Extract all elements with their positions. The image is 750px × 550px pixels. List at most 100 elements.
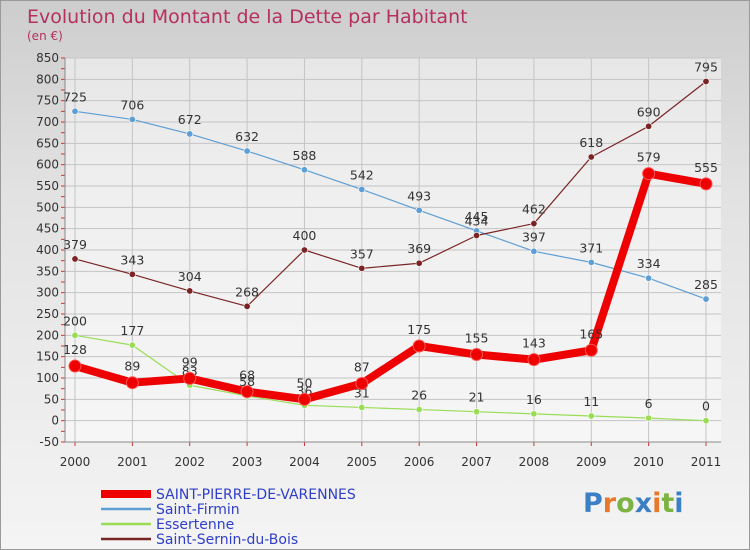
data-label-essertenne: 26 xyxy=(411,388,427,403)
logo-letter: i xyxy=(674,488,684,519)
data-point-saint-pierre-de-varennes xyxy=(297,392,311,406)
x-tick-label: 2002 xyxy=(174,455,205,469)
data-label-saint-pierre-de-varennes: 143 xyxy=(522,336,546,351)
data-point-saint-sernin-du-bois xyxy=(415,259,423,267)
data-label-saint-sernin-du-bois: 618 xyxy=(579,135,603,150)
data-point-saint-firmin xyxy=(243,147,251,155)
y-tick-label: 350 xyxy=(36,264,59,278)
data-point-saint-sernin-du-bois xyxy=(243,302,251,310)
data-label-saint-sernin-du-bois: 343 xyxy=(120,252,144,267)
data-point-saint-sernin-du-bois xyxy=(473,231,481,239)
data-point-saint-firmin xyxy=(358,185,366,193)
data-point-saint-firmin xyxy=(300,166,308,174)
data-label-saint-pierre-de-varennes: 50 xyxy=(297,375,313,390)
data-point-essertenne xyxy=(358,403,366,411)
chart-subtitle: (en €) xyxy=(27,29,63,43)
data-label-saint-pierre-de-varennes: 579 xyxy=(637,150,661,165)
data-point-essertenne xyxy=(587,412,595,420)
data-label-saint-sernin-du-bois: 690 xyxy=(637,104,661,119)
data-label-essertenne: 16 xyxy=(526,392,542,407)
data-label-saint-firmin: 397 xyxy=(522,229,546,244)
logo-letter: i xyxy=(652,488,662,519)
data-point-saint-sernin-du-bois xyxy=(128,270,136,278)
y-tick-label: 200 xyxy=(36,328,59,342)
data-label-saint-firmin: 588 xyxy=(293,148,317,163)
data-point-saint-sernin-du-bois xyxy=(186,287,194,295)
series-line-saint-firmin xyxy=(74,110,707,300)
y-tick-label: 600 xyxy=(36,158,59,172)
y-tick-label: 650 xyxy=(36,136,59,150)
data-label-saint-firmin: 493 xyxy=(407,188,431,203)
y-tick-label: 300 xyxy=(36,286,59,300)
logo-letter: r xyxy=(602,488,617,519)
data-point-saint-pierre-de-varennes xyxy=(699,177,713,191)
y-tick-label: 700 xyxy=(36,115,59,129)
data-point-saint-sernin-du-bois xyxy=(358,264,366,272)
data-label-saint-firmin: 285 xyxy=(694,277,718,292)
data-label-saint-sernin-du-bois: 357 xyxy=(350,246,374,261)
data-label-saint-pierre-de-varennes: 68 xyxy=(239,368,255,383)
legend-label-essertenne: Essertenne xyxy=(156,517,234,533)
data-label-saint-firmin: 445 xyxy=(465,209,489,224)
data-label-saint-pierre-de-varennes: 165 xyxy=(579,326,603,341)
data-label-essertenne: 200 xyxy=(63,313,87,328)
data-point-saint-pierre-de-varennes xyxy=(527,353,541,367)
data-label-saint-firmin: 706 xyxy=(120,97,144,112)
data-label-essertenne: 6 xyxy=(645,396,653,411)
series-line-saint-pierre-de-varennes xyxy=(71,169,710,404)
data-label-saint-firmin: 371 xyxy=(579,240,603,255)
legend-label-saint-sernin-du-bois: Saint-Sernin-du-Bois xyxy=(156,532,298,548)
y-tick-label: 500 xyxy=(36,200,59,214)
y-tick-label: 150 xyxy=(36,350,59,364)
x-tick-label: 2009 xyxy=(576,455,607,469)
data-label-saint-pierre-de-varennes: 155 xyxy=(465,331,489,346)
data-point-saint-firmin xyxy=(186,130,194,138)
data-label-saint-sernin-du-bois: 379 xyxy=(63,237,87,252)
x-tick-label: 2003 xyxy=(232,455,263,469)
data-label-saint-sernin-du-bois: 268 xyxy=(235,284,259,299)
data-label-saint-sernin-du-bois: 462 xyxy=(522,202,546,217)
y-tick-label: 100 xyxy=(36,371,59,385)
data-label-essertenne: 177 xyxy=(120,323,144,338)
data-point-essertenne xyxy=(473,408,481,416)
y-tick-label: 850 xyxy=(36,51,59,65)
x-tick-label: 2010 xyxy=(633,455,664,469)
logo-letter: t xyxy=(661,488,675,519)
data-point-saint-pierre-de-varennes xyxy=(355,377,369,391)
y-tick-label: 450 xyxy=(36,222,59,236)
y-tick-label: 800 xyxy=(36,72,59,86)
data-point-saint-sernin-du-bois xyxy=(71,255,79,263)
data-label-essertenne: 21 xyxy=(469,390,485,405)
data-label-saint-pierre-de-varennes: 87 xyxy=(354,360,370,375)
data-point-saint-sernin-du-bois xyxy=(702,77,710,85)
data-label-saint-sernin-du-bois: 304 xyxy=(178,269,202,284)
data-label-saint-pierre-de-varennes: 175 xyxy=(407,322,431,337)
x-tick-label: 2011 xyxy=(691,455,722,469)
x-tick-label: 2007 xyxy=(461,455,492,469)
x-tick-label: 2001 xyxy=(117,455,148,469)
data-label-saint-pierre-de-varennes: 89 xyxy=(124,359,140,374)
chart-title: Evolution du Montant de la Dette par Hab… xyxy=(27,6,468,28)
data-label-saint-firmin: 542 xyxy=(350,167,374,182)
data-label-saint-sernin-du-bois: 369 xyxy=(407,241,431,256)
data-point-saint-sernin-du-bois xyxy=(530,220,538,228)
data-label-essertenne: 0 xyxy=(702,399,710,414)
x-tick-label: 2008 xyxy=(519,455,550,469)
data-point-essertenne xyxy=(645,414,653,422)
legend-label-saint-firmin: Saint-Firmin xyxy=(156,502,240,518)
logo-letter: x xyxy=(634,488,653,519)
y-tick-label: 50 xyxy=(44,392,59,406)
data-point-saint-firmin xyxy=(71,107,79,115)
data-point-essertenne xyxy=(415,406,423,414)
data-point-saint-pierre-de-varennes xyxy=(642,167,656,181)
y-tick-label: 750 xyxy=(36,94,59,108)
data-point-saint-firmin xyxy=(702,295,710,303)
data-point-essertenne xyxy=(702,417,710,425)
data-point-saint-pierre-de-varennes xyxy=(240,385,254,399)
data-point-saint-pierre-de-varennes xyxy=(68,359,82,373)
data-label-saint-pierre-de-varennes: 555 xyxy=(694,160,718,175)
data-point-saint-firmin xyxy=(128,115,136,123)
y-tick-label: 400 xyxy=(36,243,59,257)
x-tick-label: 2000 xyxy=(60,455,91,469)
